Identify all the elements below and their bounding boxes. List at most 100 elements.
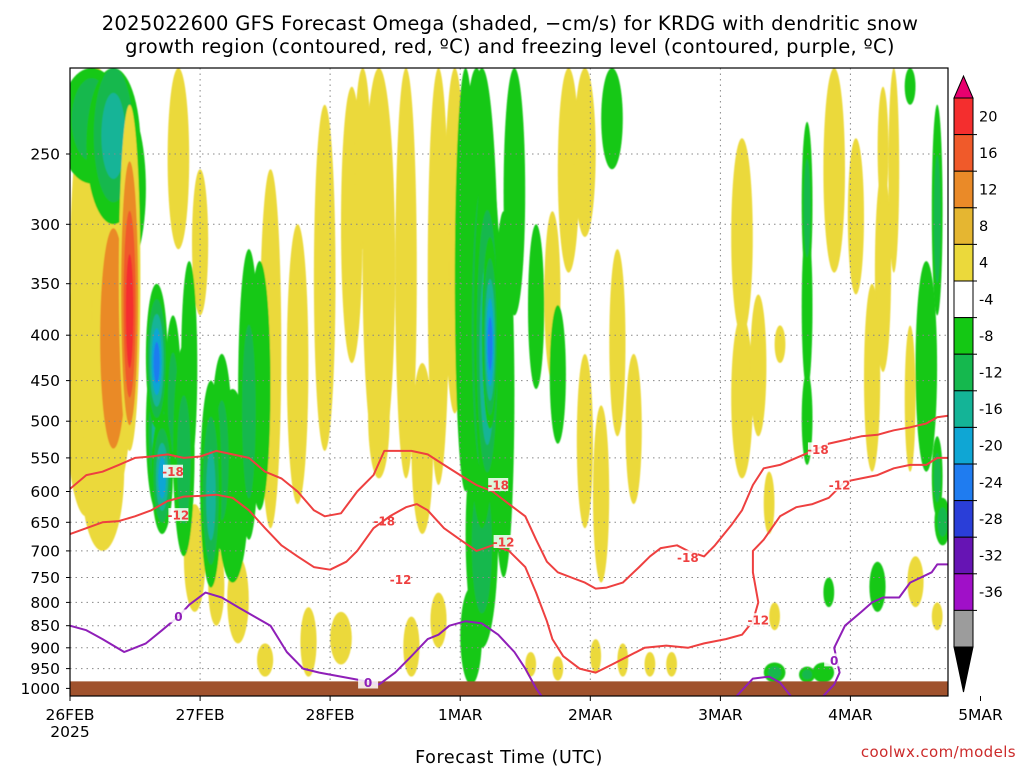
omega-cell [874,169,892,372]
colorbar-box [953,573,974,611]
colorbar-box [953,280,974,319]
y-tick-label: 600 [30,483,60,501]
x-tick-label: 4MAR [828,706,873,724]
omega-cell [487,316,493,371]
omega-cell [525,652,537,677]
colorbar-box [953,353,974,392]
omega-cell [101,92,126,179]
colorbar-box [953,500,974,538]
contour-t-minus18 [70,414,948,590]
colorbar-box [953,426,974,465]
contour-label: 0 [174,610,182,624]
contour-label-bg [168,609,189,623]
contour-label: -12 [829,479,851,493]
omega-cell [864,283,881,472]
omega-cell [192,169,209,316]
credit-link[interactable]: coolwx.com/models [861,743,1016,761]
omega-cell [802,669,813,680]
colorbar-box [953,317,974,355]
contour-t-zero [70,591,543,696]
ground-surface [70,681,948,696]
omega-cell [549,305,566,444]
colorbar-box [953,170,974,209]
colorbar-box [953,97,974,136]
omega-cell [177,395,191,524]
contour-label-bg [807,442,828,456]
colorbar-label: 16 [979,146,997,162]
colorbar-label: 12 [979,183,997,199]
x-tick-label: 26FEB [45,706,94,724]
contour-label-bg [358,675,379,689]
contour-label: -12 [493,536,515,550]
y-tick-label: 700 [30,542,60,560]
y-tick-label: 1000 [21,680,60,698]
colorbar-label: -16 [979,402,1003,418]
contour-label: 0 [364,676,372,690]
x-axis-time: 2025 26FEB 27FEB 28FEB 1MAR 2MAR 3MAR 4MAR 5MAR [45,696,1003,741]
colorbar-label: -24 [979,475,1003,491]
y-tick-label: 750 [30,569,60,587]
contour-label: -12 [747,614,769,628]
omega-cell [666,652,677,677]
contour-label: -12 [390,573,412,587]
omega-cell [313,104,336,451]
omega-cell [801,371,813,465]
omega-cell [125,254,134,369]
chart-title-line-2: growth region (contoured, red, ºC) and f… [125,35,895,58]
colorbar-label: -32 [979,549,1003,565]
plot-frame [69,67,949,697]
y-tick-label: 900 [30,639,60,657]
colorbar-box [953,207,974,245]
omega-cell [769,602,780,631]
omega-cell [625,353,642,505]
colorbar-top-arrow [953,74,974,99]
colorbar-box [953,536,974,575]
contour-label-bg [390,572,411,586]
contour-label: -18 [807,443,829,457]
grid-lines [70,68,948,696]
omega-cell [153,342,160,383]
omega-cell [552,656,564,681]
y-tick-label: 250 [30,146,60,164]
colorbar-box [953,609,974,648]
omega-cell [330,611,352,665]
y-tick-label: 550 [30,449,60,467]
contour-label: -12 [168,509,190,523]
omega-cell [574,68,596,237]
colorbar-legend: 20 16 12 8 4 -4 -8 -12 -16 -20 -24 -28 -32 -36 [953,74,1003,693]
chart-title-line-1: 2025022600 GFS Forecast Omega (shaded, −… [102,12,919,35]
colorbar-label: -8 [979,329,993,345]
y-tick-label: 450 [30,372,60,390]
omega-cell [557,68,580,273]
x-tick-label: 5MAR [958,706,1003,724]
colorbar-box [953,134,974,172]
omega-cell [576,354,594,529]
omega-cell [731,138,753,336]
contour-t-minus12 [70,456,948,674]
colorbar-label: -12 [979,366,1003,382]
omega-cell [847,138,865,295]
contour-label-bg [488,478,509,491]
contour-t-zero-c [822,563,948,696]
x-tick-label: 27FEB [176,706,225,724]
colorbar-box [953,243,974,282]
y-tick-label: 300 [30,216,60,234]
contour-label-bg [168,508,189,522]
omega-cell [395,68,417,479]
omega-cell [167,68,190,250]
x-tick-label: 1MAR [438,706,483,724]
omega-cell [430,592,447,648]
contour-t-zero-b [735,675,792,696]
y-axis-pressure: 250 300 350 400 450 500 550 600 650 700 750 800 850 9… [21,146,70,698]
colorbar-label: -20 [979,439,1003,455]
x-axis-title: Forecast Time (UTC) [415,748,603,768]
omega-cell [803,158,811,258]
colorbar-label: -4 [979,292,993,308]
omega-cell [750,294,767,437]
colorbar-box [953,390,974,428]
omega-cell [888,68,900,273]
omega-cell [907,556,924,608]
contour-label-bg [829,478,850,491]
